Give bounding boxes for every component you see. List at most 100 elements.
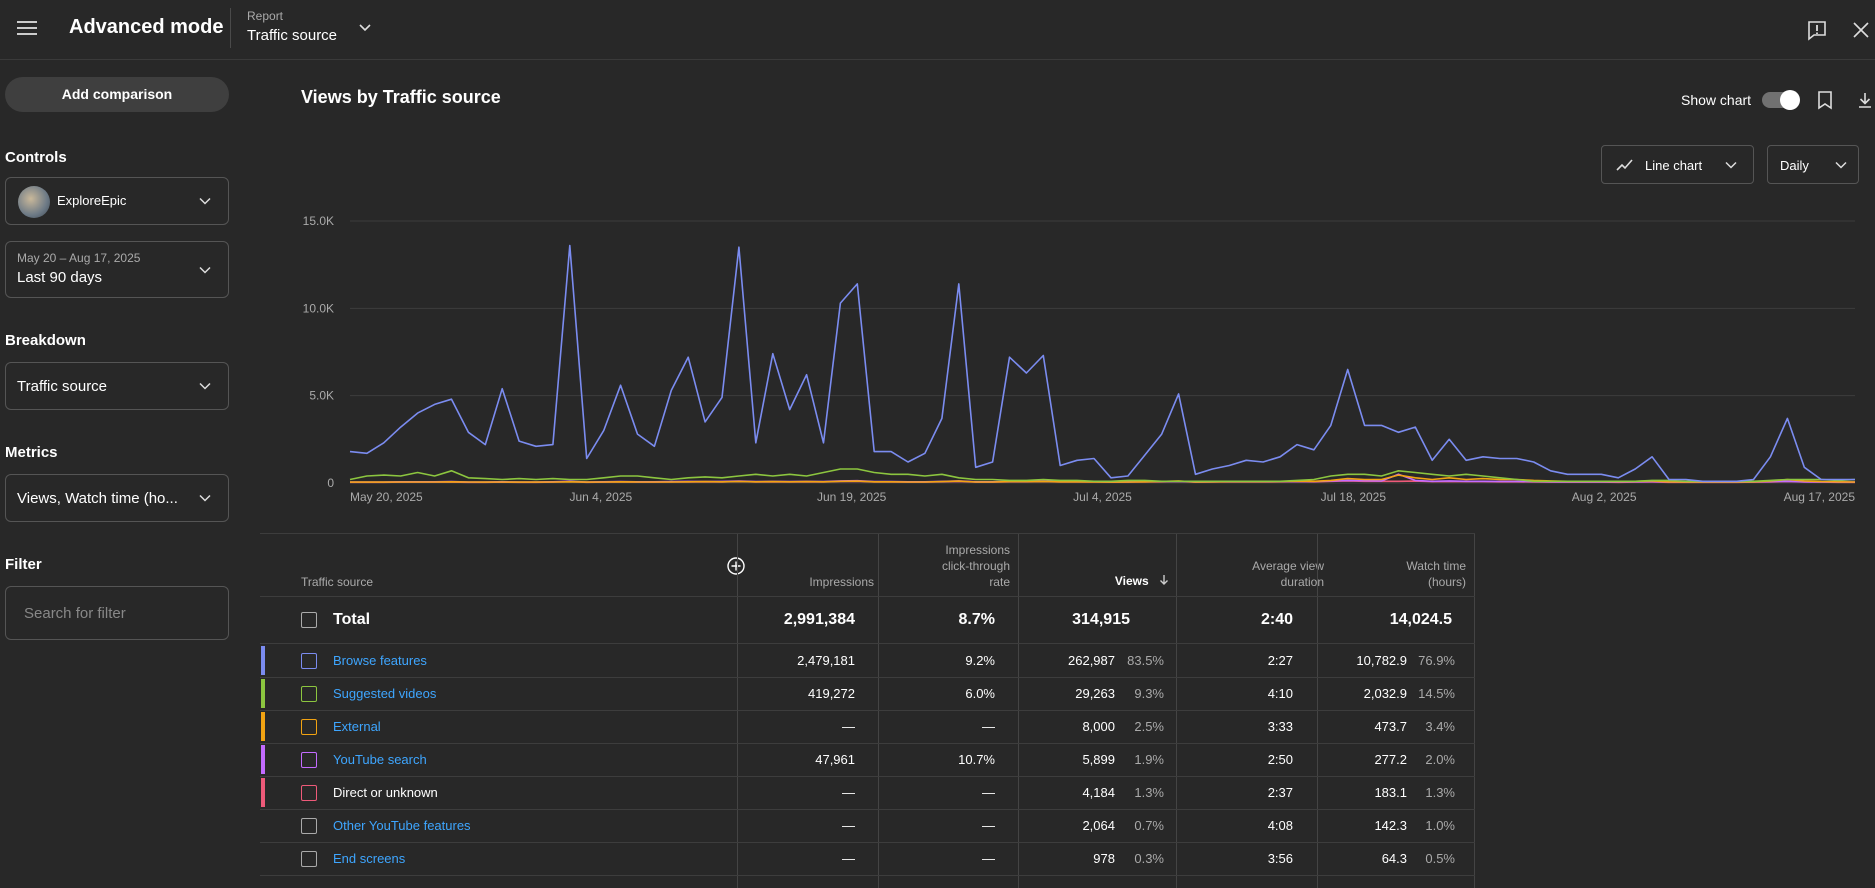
table-row: End screens — — 978 0.3% 3:56 64.3 0.5% [260, 842, 1475, 875]
line-chart-icon [1616, 159, 1633, 171]
traffic-source-name[interactable]: Browse features [333, 653, 427, 668]
views-pct-cell: 1.9% [1134, 752, 1164, 767]
watch-time-cell: 277.2 [1374, 752, 1407, 767]
row-checkbox[interactable] [301, 719, 317, 735]
row-divider [260, 875, 1475, 876]
views-pct-cell: 0.7% [1134, 818, 1164, 833]
show-chart-toggle[interactable] [1762, 90, 1800, 110]
table-divider [260, 643, 1475, 644]
channel-select[interactable]: ExploreEpic [5, 177, 229, 225]
views-cell: 4,184 [1082, 785, 1115, 800]
row-checkbox[interactable] [301, 653, 317, 669]
chart-title: Views by Traffic source [301, 87, 501, 107]
table-row: Browse features 2,479,181 9.2% 262,987 83.5%… [260, 644, 1475, 677]
row-checkbox[interactable] [301, 752, 317, 768]
header-ctr[interactable]: Impressions click-through rate [890, 542, 1010, 590]
wt-pct-cell: 0.5% [1425, 851, 1455, 866]
header-ctr-line2: click-through [941, 559, 1010, 573]
add-comparison-button[interactable]: Add comparison [5, 77, 229, 112]
total-views-value: 314,915 [1072, 611, 1130, 628]
header-impressions[interactable]: Impressions [809, 575, 874, 589]
views-cell: 2,064 [1082, 818, 1115, 833]
x-tick-label: Aug 2, 2025 [1572, 490, 1637, 504]
ctr-cell: — [982, 785, 995, 800]
row-divider [260, 710, 1475, 711]
date-range-label: Last 90 days [17, 269, 103, 286]
row-checkbox[interactable] [301, 785, 317, 801]
header-avd-line2: duration [1280, 575, 1324, 589]
channel-name: ExploreEpic [57, 193, 127, 208]
views-line-chart: 0 5.0K 10.0K 15.0K May 20, 2025 Jun 4, 2025 Ju… [303, 214, 1856, 504]
views-cell: 5,899 [1082, 752, 1115, 767]
download-icon[interactable] [1856, 91, 1874, 109]
header-views-label: Views [1114, 574, 1149, 588]
watch-time-cell: 142.3 [1374, 818, 1407, 833]
total-watch-time: 14,024.5 [1389, 611, 1452, 628]
impressions-cell: — [842, 719, 855, 734]
metrics-select[interactable]: Views, Watch time (ho... [5, 474, 229, 522]
x-tick-label: Jun 4, 2025 [569, 490, 632, 504]
chevron-down-icon[interactable] [357, 20, 373, 36]
watch-time-cell: 2,032.9 [1363, 686, 1407, 701]
avd-cell: 2:50 [1267, 752, 1293, 767]
filter-heading: Filter [5, 556, 42, 573]
total-label: Total [333, 611, 371, 628]
views-pct-cell: 9.3% [1134, 686, 1164, 701]
impressions-cell: 419,272 [808, 686, 855, 701]
header-avd-line1: Average view [1252, 559, 1324, 573]
traffic-source-name[interactable]: Other YouTube features [333, 818, 471, 833]
header-ctr-line1: Impressions [945, 543, 1010, 557]
header-avg-view-duration[interactable]: Average view duration [1190, 558, 1324, 590]
traffic-source-name[interactable]: End screens [333, 851, 406, 866]
x-tick-label: Jul 18, 2025 [1321, 490, 1387, 504]
y-tick-label: 15.0K [303, 214, 334, 228]
ctr-cell: — [982, 818, 995, 833]
watch-time-cell: 183.1 [1374, 785, 1407, 800]
impressions-cell: — [842, 785, 855, 800]
traffic-source-name[interactable]: External [333, 719, 381, 734]
column-divider [1018, 534, 1019, 888]
series-color-bar [261, 679, 265, 708]
breakdown-select[interactable]: Traffic source [5, 362, 229, 410]
total-checkbox[interactable] [301, 612, 317, 628]
wt-pct-cell: 3.4% [1425, 719, 1455, 734]
table-row: Direct or unknown — — 4,184 1.3% 2:37 183.1 1.3… [260, 776, 1475, 809]
chevron-down-icon [199, 494, 211, 502]
header-views[interactable]: Views [1040, 574, 1170, 588]
header-watch-time[interactable]: Watch time (hours) [1330, 558, 1466, 590]
header-traffic-source[interactable]: Traffic source [301, 575, 374, 589]
row-divider [260, 743, 1475, 744]
traffic-source-name[interactable]: YouTube search [333, 752, 427, 767]
header-ctr-line3: rate [989, 575, 1010, 589]
views-pct-cell: 2.5% [1134, 719, 1164, 734]
filter-input[interactable] [5, 586, 229, 640]
column-divider [878, 534, 879, 888]
views-cell: 8,000 [1082, 719, 1115, 734]
app-title: Advanced mode [69, 16, 224, 38]
series-color-bar [261, 712, 265, 741]
traffic-source-name[interactable]: Suggested videos [333, 686, 437, 701]
avatar [18, 186, 50, 218]
granularity-select[interactable]: Daily [1767, 145, 1859, 184]
series-line-suggested-videos [349, 468, 1856, 483]
views-cell: 978 [1093, 851, 1115, 866]
header-wt-line2: (hours) [1427, 575, 1466, 589]
feedback-icon[interactable] [1806, 19, 1828, 41]
table-top-divider [260, 533, 1475, 534]
sidebar: Add comparison Controls ExploreEpic May … [0, 61, 240, 888]
row-checkbox[interactable] [301, 686, 317, 702]
menu-icon[interactable] [17, 18, 37, 38]
row-checkbox[interactable] [301, 818, 317, 834]
ctr-cell: — [982, 851, 995, 866]
chevron-down-icon [1725, 161, 1737, 169]
report-value[interactable]: Traffic source [247, 27, 338, 44]
avd-cell: 4:08 [1267, 818, 1293, 833]
row-divider [260, 677, 1475, 678]
date-range-select[interactable]: May 20 – Aug 17, 2025 Last 90 days [5, 241, 229, 298]
ctr-cell: 9.2% [965, 653, 995, 668]
add-column-icon[interactable] [726, 556, 746, 576]
chart-type-select[interactable]: Line chart [1601, 145, 1754, 184]
close-icon[interactable] [1850, 19, 1872, 41]
bookmark-icon[interactable] [1816, 90, 1834, 110]
row-checkbox[interactable] [301, 851, 317, 867]
